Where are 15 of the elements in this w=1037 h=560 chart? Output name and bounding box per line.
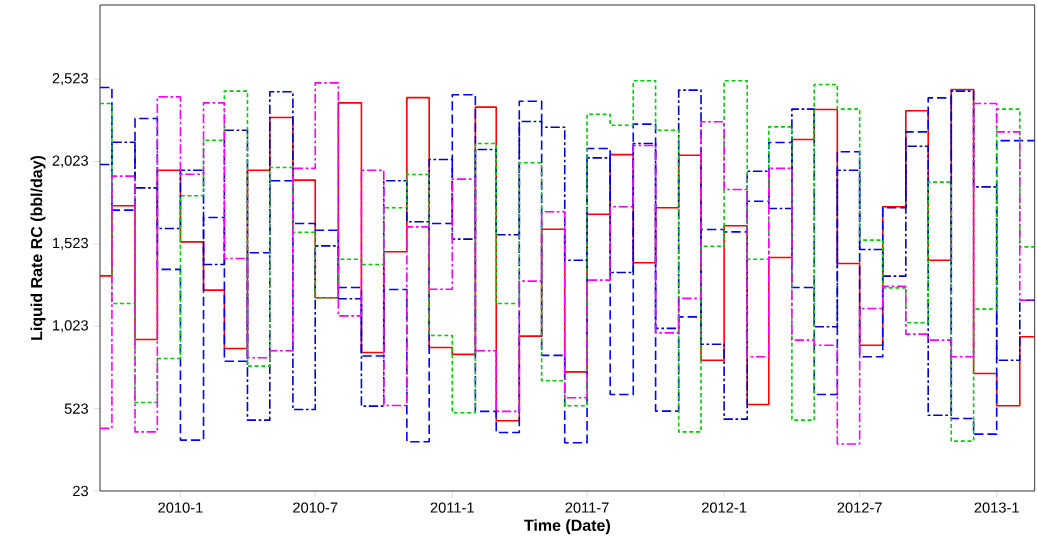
x-tick-label: 2010-7 [293,502,338,513]
y-tick-label: 2,523 [52,73,88,86]
x-tick-label: 2013-1 [974,502,1019,513]
x-tick-label: 2010-1 [158,502,203,513]
x-tick-label: 2011-7 [565,502,609,513]
x-tick-label: 2011-1 [430,502,474,513]
y-tick-label: 1,023 [53,320,88,333]
y-tick-label: 2,023 [52,155,88,168]
y-tick-label: 1,523 [53,237,88,250]
y-tick-label: 523 [64,403,88,414]
x-axis-title: Time (Date) [524,519,610,535]
x-tick-label: 2012-1 [702,502,747,513]
y-tick-label: 23 [73,485,88,497]
x-tick-label: 2012-7 [837,502,882,513]
y-axis-title: Liquid Rate RC (bbl/day) [30,155,46,340]
